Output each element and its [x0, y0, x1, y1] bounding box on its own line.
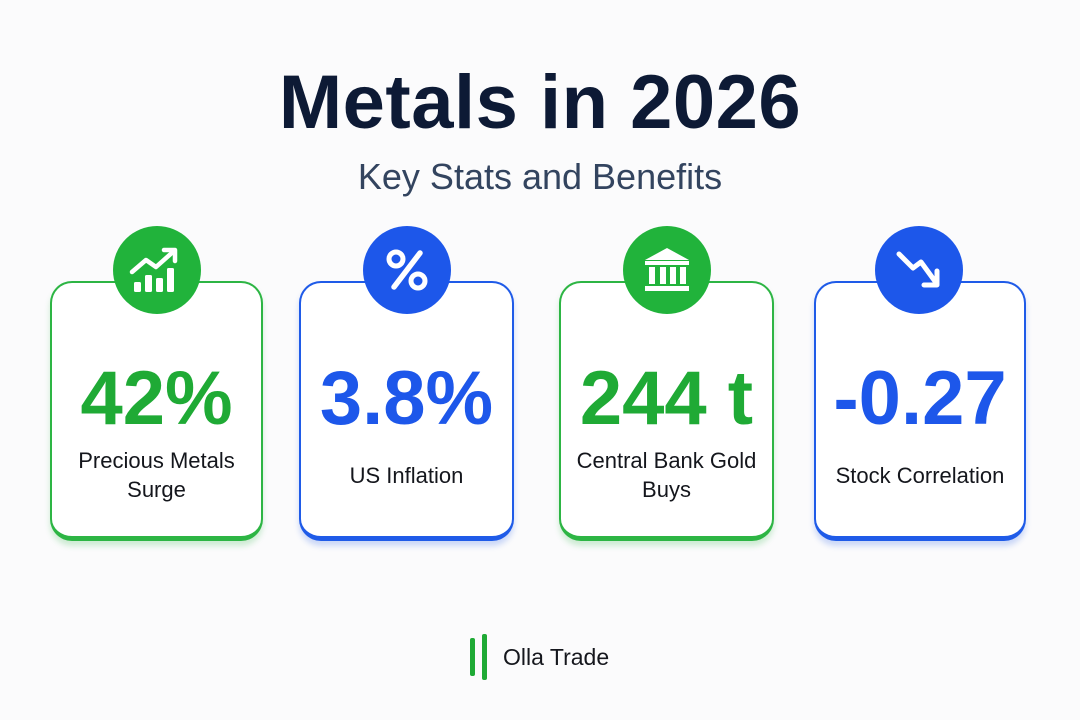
stat-label: Stock Correlation: [835, 462, 1005, 488]
badge-precious-metals: [113, 226, 201, 314]
stat-value: 3.8%: [319, 356, 494, 441]
stat-value: 244 t: [579, 356, 754, 441]
percent-icon: [386, 249, 428, 291]
trend-down-icon: [896, 251, 940, 288]
stat-value: 42%: [80, 356, 233, 441]
bars-logo-icon: [470, 634, 487, 680]
bank-icon: [645, 248, 689, 291]
stat-card-precious-metals: 42% Precious Metals Surge: [50, 281, 263, 541]
page-title: Metals in 2026: [278, 60, 802, 145]
stat-card-us-inflation: 3.8% US Inflation: [299, 281, 514, 541]
stat-label: US Inflation: [349, 462, 464, 488]
page-subtitle: Key Stats and Benefits: [357, 156, 723, 197]
chart-up-icon: [129, 247, 178, 292]
stat-value: -0.27: [833, 356, 1007, 441]
stat-label: Precious Metals Surge: [78, 448, 235, 502]
badge-us-inflation: [363, 226, 451, 314]
badge-central-bank: [623, 226, 711, 314]
brand-name: Olla Trade: [503, 643, 610, 670]
badge-stock-correlation: [875, 226, 963, 314]
stat-card-stock-correlation: -0.27 Stock Correlation: [814, 281, 1026, 541]
stat-card-central-bank: 244 t Central Bank Gold Buys: [559, 281, 774, 541]
footer-brand: Olla Trade: [470, 632, 609, 682]
stat-label: Central Bank Gold Buys: [576, 448, 757, 502]
